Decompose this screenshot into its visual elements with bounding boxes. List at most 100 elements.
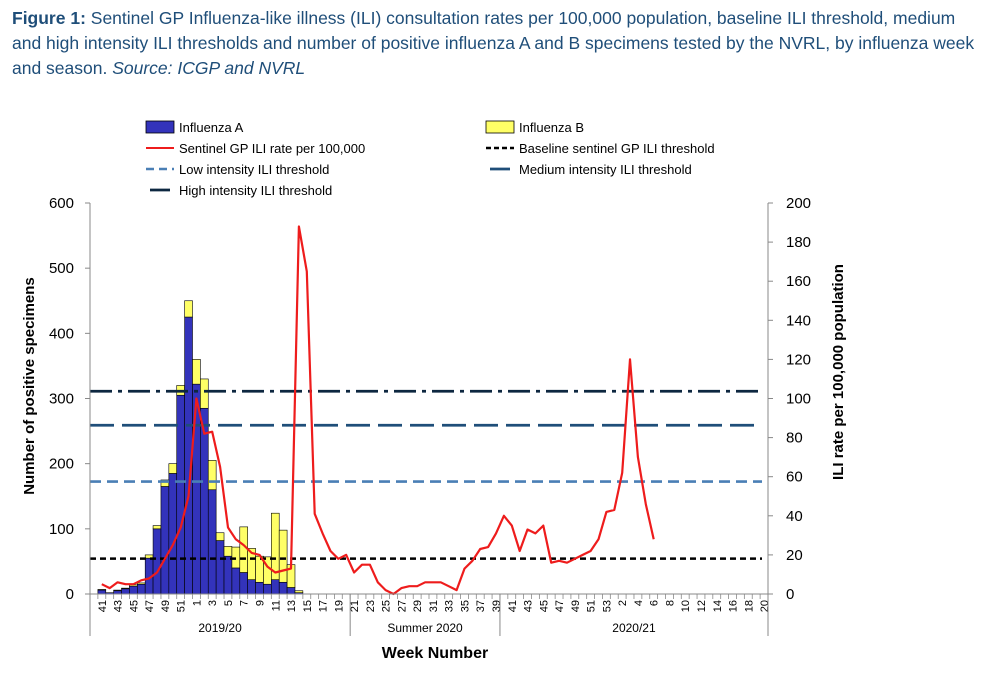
bar-influenza-b xyxy=(184,300,193,318)
y2-tick-label: 140 xyxy=(786,312,811,329)
x-tick-label: 47 xyxy=(144,600,156,612)
bar-influenza-b xyxy=(223,546,233,557)
x-tick-label: 23 xyxy=(365,600,377,612)
x-tick-label: 12 xyxy=(696,600,708,612)
x-tick-label: 33 xyxy=(444,600,456,612)
x-tick-label: 1 xyxy=(191,600,203,606)
x-tick-label: 2 xyxy=(617,600,629,606)
legend-medium-label: Medium intensity ILI threshold xyxy=(519,162,692,177)
x-tick-label: 5 xyxy=(223,600,235,606)
x-tick-label: 13 xyxy=(286,600,298,612)
x-tick-label: 45 xyxy=(128,600,140,612)
x-tick-label: 49 xyxy=(570,600,582,612)
x-tick-label: 9 xyxy=(255,600,267,606)
figure-caption: Figure 1: Sentinel GP Influenza-like ill… xyxy=(12,6,982,81)
y-tick-label: 100 xyxy=(49,521,74,538)
x-tick-label: 6 xyxy=(649,600,661,606)
bar-influenza-a xyxy=(286,587,296,595)
bar-layer xyxy=(97,300,304,595)
legend: Influenza A Influenza B Sentinel GP ILI ra… xyxy=(145,120,715,198)
legend-high-label: High intensity ILI threshold xyxy=(179,183,332,198)
y2-tick-label: 60 xyxy=(786,469,803,486)
y-tick-label: 300 xyxy=(49,391,74,408)
x-tick-label: 10 xyxy=(680,600,692,612)
bar-influenza-b xyxy=(137,582,146,585)
x-tick-label: 15 xyxy=(302,600,314,612)
x-tick-label: 27 xyxy=(396,600,408,612)
y-tick-label: 500 xyxy=(49,260,74,277)
y2-tick-label: 180 xyxy=(786,234,811,251)
bar-influenza-b xyxy=(239,526,248,573)
legend-line-label: Sentinel GP ILI rate per 100,000 xyxy=(179,141,365,156)
figure-label: Figure 1: xyxy=(12,8,86,28)
bar-influenza-b xyxy=(207,460,217,491)
figure-source: Source: ICGP and NVRL xyxy=(112,58,306,78)
bar-influenza-b xyxy=(215,532,225,541)
x-tick-label: 31 xyxy=(428,600,440,612)
ili-rate-line xyxy=(101,225,655,596)
season-label: 2019/20 xyxy=(198,621,242,635)
season-label: Summer 2020 xyxy=(387,621,463,635)
bar-influenza-a xyxy=(223,555,233,595)
season-label: 2020/21 xyxy=(612,621,656,635)
bar-influenza-a xyxy=(263,583,272,595)
bar-influenza-b xyxy=(152,525,162,530)
bar-influenza-b xyxy=(168,463,178,474)
x-tick-label: 43 xyxy=(523,600,535,612)
x-tick-label: 25 xyxy=(381,600,393,612)
x-tick-label: 17 xyxy=(318,600,330,612)
x-tick-label: 37 xyxy=(475,600,487,612)
y2-tick-label: 40 xyxy=(786,508,803,525)
y-axis-title: Number of positive specimens xyxy=(21,277,38,495)
x-tick-label: 39 xyxy=(491,600,503,612)
bar-influenza-b xyxy=(97,589,107,591)
bar-influenza-a xyxy=(247,579,256,595)
x-tick-label: 4 xyxy=(633,600,645,606)
x-tick-label: 29 xyxy=(412,600,424,612)
legend-bar-b-label: Influenza B xyxy=(519,120,584,135)
x-tick-label: 20 xyxy=(759,600,771,612)
y-tick-label: 400 xyxy=(49,325,74,342)
x-tick-label: 19 xyxy=(333,600,345,612)
x-tick-label: 53 xyxy=(601,600,613,612)
legend-low-label: Low intensity ILI threshold xyxy=(179,162,329,177)
x-tick-label: 21 xyxy=(349,600,361,612)
bar-influenza-a xyxy=(231,567,241,595)
x-tick-label: 45 xyxy=(538,600,550,612)
x-tick-label: 8 xyxy=(665,600,677,606)
x-tick-label: 14 xyxy=(712,600,724,612)
bar-influenza-a xyxy=(255,581,264,595)
bar-influenza-a xyxy=(160,486,170,595)
line-layer xyxy=(101,225,655,596)
x-axis-title: Week Number xyxy=(382,645,488,662)
bar-influenza-a xyxy=(121,588,130,595)
x-tick-label: 49 xyxy=(160,600,172,612)
bar-influenza-b xyxy=(121,587,130,590)
x-tick-label: 18 xyxy=(743,600,755,612)
legend-bar-b-swatch xyxy=(485,120,515,134)
bar-influenza-a xyxy=(200,407,209,595)
bar-influenza-b xyxy=(200,378,209,409)
bar-influenza-a xyxy=(207,489,217,595)
x-tick-label: 43 xyxy=(113,600,125,612)
y2-tick-label: 0 xyxy=(786,586,794,603)
x-tick-label: 41 xyxy=(97,600,109,612)
x-tick-label: 41 xyxy=(507,600,519,612)
x-tick-label: 3 xyxy=(207,600,219,606)
x-tick-label: 35 xyxy=(460,600,472,612)
x-tick-label: 16 xyxy=(728,600,740,612)
bar-influenza-a xyxy=(97,589,107,595)
x-tick-label: 51 xyxy=(586,600,598,612)
bar-influenza-b xyxy=(192,359,201,385)
bar-influenza-a xyxy=(137,583,146,595)
bar-influenza-a xyxy=(215,540,225,595)
bar-influenza-a xyxy=(271,579,280,595)
bar-influenza-b xyxy=(113,589,122,592)
x-tick-label: 51 xyxy=(176,600,188,612)
legend-baseline-label: Baseline sentinel GP ILI threshold xyxy=(519,141,715,156)
y2-tick-label: 20 xyxy=(786,547,803,564)
axes-layer: 0100200300400500600020406080100120140160… xyxy=(49,195,811,636)
figure-caption-text: Sentinel GP Influenza-like illness (ILI)… xyxy=(12,8,975,78)
legend-bar-a-swatch xyxy=(145,120,175,134)
